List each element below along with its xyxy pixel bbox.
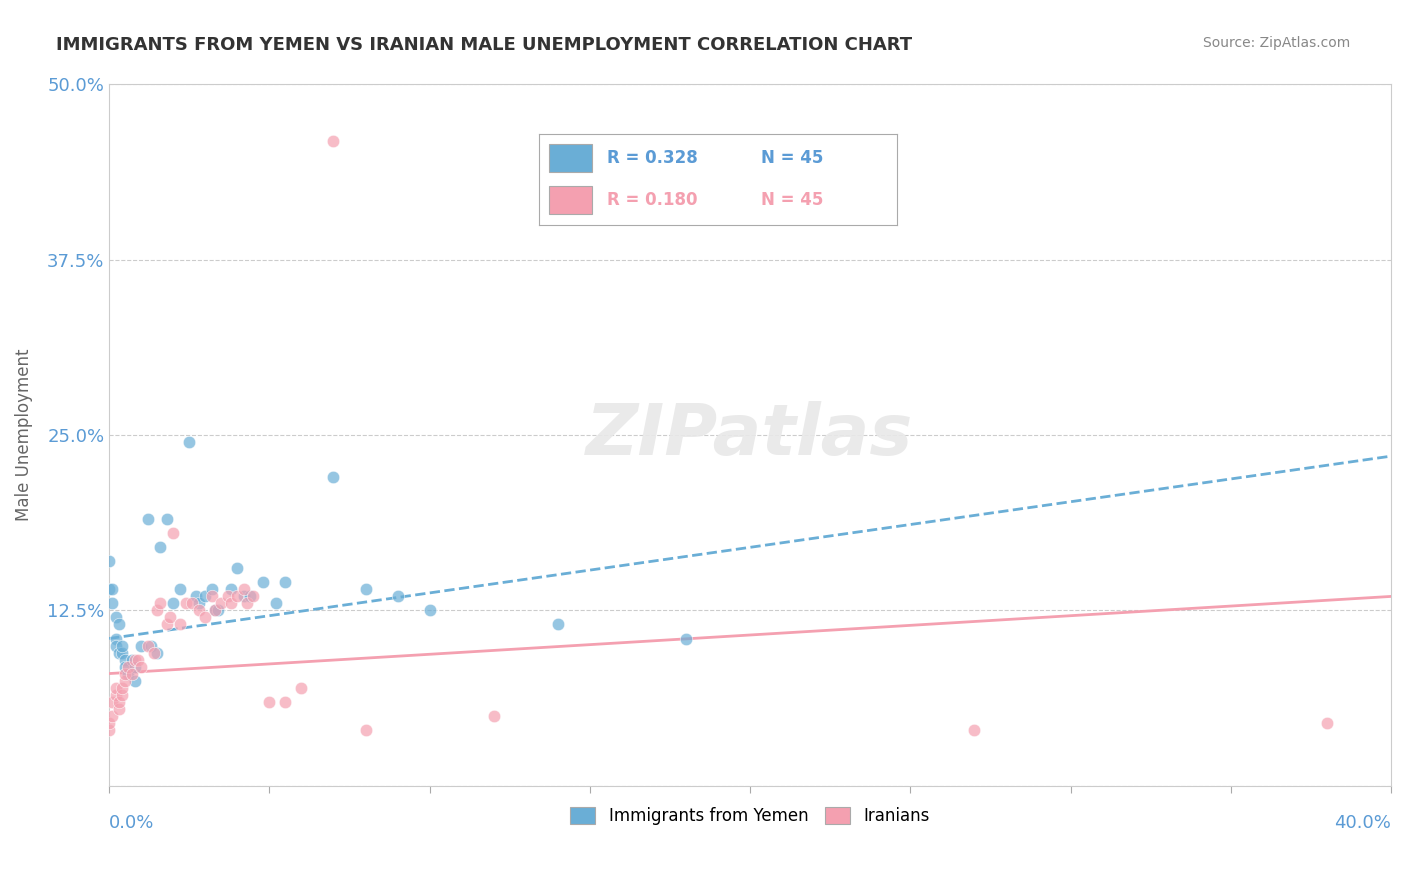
Point (114, 659, 136, 673)
Point (98, 554, 121, 568)
Point (226, 561, 249, 575)
Point (547, 617, 569, 632)
Point (98, 582, 121, 597)
Point (127, 652, 149, 666)
Point (174, 596, 197, 610)
Point (114, 652, 136, 666)
Point (204, 603, 226, 617)
Point (159, 610, 181, 624)
Point (146, 603, 169, 617)
Point (111, 688, 134, 702)
Point (181, 596, 204, 610)
Point (201, 582, 224, 597)
Point (239, 590, 262, 604)
Point (274, 575, 297, 590)
Point (104, 681, 127, 695)
Point (146, 646, 169, 660)
Point (184, 590, 207, 604)
Point (124, 652, 146, 666)
Point (179, 435, 201, 450)
Point (114, 666, 136, 681)
Point (107, 695, 129, 709)
Point (117, 659, 139, 673)
Point (264, 596, 287, 610)
Point (117, 666, 139, 681)
Text: IMMIGRANTS FROM YEMEN VS IRANIAN MALE UNEMPLOYMENT CORRELATION CHART: IMMIGRANTS FROM YEMEN VS IRANIAN MALE UN… (56, 36, 912, 54)
Point (232, 582, 254, 597)
Point (242, 590, 264, 604)
Point (101, 582, 124, 597)
Point (387, 590, 409, 604)
Point (1316, 715, 1339, 730)
Point (963, 723, 986, 737)
Point (111, 646, 134, 660)
Point (162, 596, 184, 610)
Point (162, 526, 184, 541)
Point (101, 695, 124, 709)
Point (111, 681, 134, 695)
Point (290, 681, 312, 695)
Point (232, 590, 254, 604)
Point (104, 639, 127, 653)
Point (204, 603, 226, 617)
Point (98, 715, 121, 730)
Point (169, 582, 191, 597)
Y-axis label: Male Unemployment: Male Unemployment (15, 349, 32, 521)
Point (169, 617, 191, 632)
Point (129, 639, 152, 653)
Text: Source: ZipAtlas.com: Source: ZipAtlas.com (1202, 36, 1350, 50)
Point (143, 646, 166, 660)
Point (201, 590, 224, 604)
Point (98, 723, 121, 737)
Point (217, 590, 239, 604)
Point (419, 603, 441, 617)
Point (322, 134, 344, 148)
Point (149, 596, 172, 610)
Point (675, 632, 697, 646)
Point (149, 541, 172, 555)
Point (107, 617, 129, 632)
Point (259, 695, 281, 709)
Text: 40.0%: 40.0% (1334, 814, 1391, 832)
Point (322, 470, 344, 484)
Point (107, 701, 129, 715)
Point (111, 639, 134, 653)
Point (354, 582, 377, 597)
Point (114, 673, 136, 688)
Point (121, 666, 143, 681)
Point (219, 596, 242, 610)
Point (136, 639, 159, 653)
Point (252, 575, 274, 590)
Point (104, 688, 127, 702)
Point (187, 603, 209, 617)
Point (354, 723, 377, 737)
Point (274, 695, 297, 709)
Point (194, 610, 217, 624)
Point (121, 652, 143, 666)
Point (209, 596, 232, 610)
Point (482, 708, 505, 723)
Point (207, 603, 229, 617)
Point (124, 673, 146, 688)
Point (236, 596, 259, 610)
Point (156, 617, 179, 632)
Point (136, 512, 159, 526)
Point (139, 639, 162, 653)
Point (226, 590, 249, 604)
Point (107, 646, 129, 660)
Point (104, 632, 127, 646)
Point (129, 659, 152, 673)
Point (194, 590, 217, 604)
Point (187, 596, 209, 610)
Point (104, 610, 127, 624)
Text: ZIPatlas: ZIPatlas (586, 401, 914, 469)
Point (101, 596, 124, 610)
Point (156, 512, 179, 526)
Point (219, 582, 242, 597)
Point (101, 708, 124, 723)
Legend: Immigrants from Yemen, Iranians: Immigrants from Yemen, Iranians (562, 798, 938, 833)
Text: 0.0%: 0.0% (110, 814, 155, 832)
Point (124, 659, 146, 673)
